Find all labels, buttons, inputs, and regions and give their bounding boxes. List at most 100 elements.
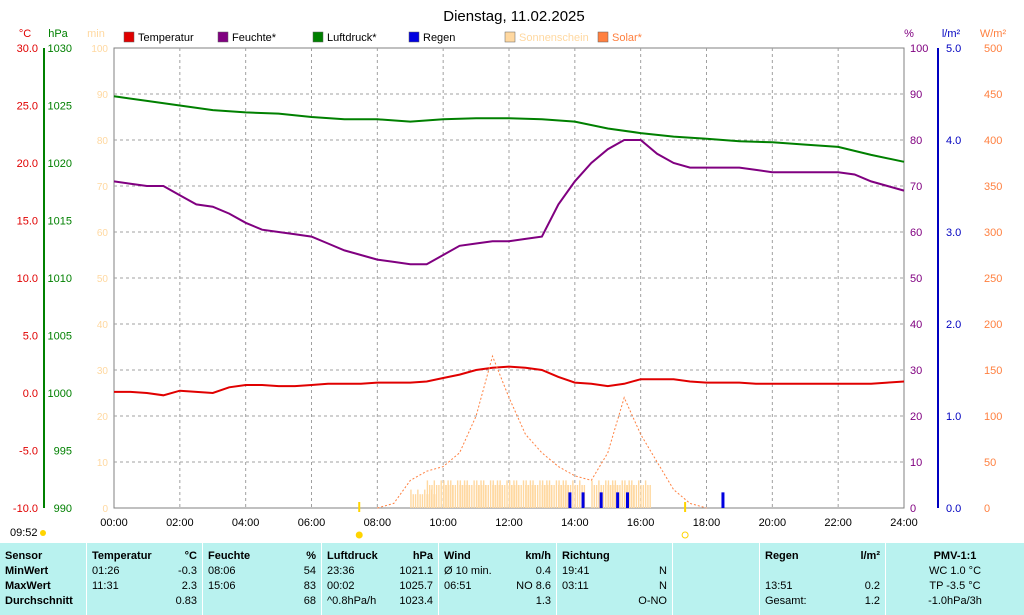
- sunshine-bar: [492, 480, 494, 508]
- sunshine-bar: [635, 485, 638, 508]
- pressure-tick-label: 1025: [48, 101, 72, 113]
- stats-unit-humidity: %: [306, 550, 316, 562]
- humidity-max: 83: [303, 580, 316, 592]
- stats-header-pressure: Luftdruck: [327, 550, 378, 562]
- sunshine-bar: [482, 480, 485, 508]
- stats-header-direction: Richtung: [562, 550, 610, 562]
- stats-col-humidity: Feuchte% 08:06 54 15:06 83 68: [203, 543, 322, 615]
- solar-tick-label: 200: [984, 319, 1002, 331]
- direction-min: N: [659, 565, 667, 577]
- sunshine-bar: [593, 485, 595, 508]
- sunshine-bar: [612, 485, 614, 508]
- sunshine-bar: [522, 480, 525, 508]
- humidity-min-time: 08:06: [208, 565, 236, 577]
- sunshine-bar: [598, 480, 600, 508]
- stats-table: Sensor MinWert MaxWert Durchschnitt Temp…: [0, 543, 1024, 615]
- rain-bar: [616, 492, 620, 508]
- weather-chart: Dienstag, 11.02.2025 °C hPa min % l/m² W…: [13, 8, 1007, 539]
- sunshine-bar: [421, 494, 424, 508]
- sunshine-bar: [536, 485, 539, 508]
- pressure-tick-label: 1020: [48, 158, 72, 170]
- sunshine-bar: [520, 485, 522, 508]
- rain-bar: [568, 492, 572, 508]
- rain-max: 0.2: [864, 580, 880, 592]
- x-tick-label: 22:00: [824, 517, 852, 529]
- sunshine-bar: [452, 485, 454, 508]
- wind-avg: 1.3: [535, 595, 551, 607]
- pressure-tick-label: 1030: [48, 43, 72, 55]
- temp-max-time: 11:31: [92, 580, 119, 592]
- humidity-avg: 68: [303, 595, 316, 607]
- humidity-max-time: 15:06: [208, 580, 236, 592]
- solar-tick-label: 300: [984, 227, 1002, 239]
- sunshine-bar: [619, 485, 621, 508]
- rain-bar: [599, 492, 603, 508]
- sunshine-bar: [614, 480, 617, 508]
- stats-col-spacer: [673, 543, 760, 615]
- sunshine-bar: [649, 485, 651, 508]
- sunshine-bar: [595, 485, 598, 508]
- rain-tick-label: 5.0: [946, 43, 961, 55]
- unit-solar: W/m²: [980, 28, 1007, 40]
- axis-units: °C hPa min % l/m² W/m²: [19, 28, 1007, 40]
- minutes-tick-label: 60: [97, 228, 109, 239]
- solar-tick-label: 100: [984, 411, 1002, 423]
- sunshine-bar: [410, 489, 412, 508]
- sunshine-bar: [553, 485, 555, 508]
- legend-label: Regen: [423, 32, 455, 44]
- rain-tick-label: 0.0: [946, 503, 961, 515]
- sunshine-bar: [414, 494, 417, 508]
- x-tick-label: 02:00: [166, 517, 194, 529]
- sunshine-bar: [576, 485, 579, 508]
- sunshine-bar: [429, 485, 431, 508]
- stats-col-pmv: PMV-1:1 WC 1.0 °C TP -3.5 °C -1.0hPa/3h: [886, 543, 1024, 615]
- solar-tick-label: 350: [984, 181, 1002, 193]
- sunshine-bar: [642, 485, 645, 508]
- sunshine-bar: [534, 485, 537, 508]
- x-tick-label: 00:00: [100, 517, 128, 529]
- grid: [43, 48, 939, 508]
- sunshine-bar: [544, 485, 546, 508]
- temp-tick-label: 30.0: [17, 43, 38, 55]
- legend-label: Temperatur: [138, 32, 194, 44]
- sunshine-bar: [489, 480, 492, 508]
- legend-label: Feuchte*: [232, 32, 277, 44]
- sunshine-bar: [572, 480, 574, 508]
- direction-min-time: 19:41: [562, 565, 590, 577]
- stats-col-direction: Richtung 19:41 N 03:11 N O-NO: [557, 543, 673, 615]
- sunshine-bar: [466, 480, 468, 508]
- humidity-tick-label: 80: [910, 135, 922, 147]
- time-stamp: 09:52: [10, 527, 46, 539]
- pressure-min-time: 23:36: [327, 565, 355, 577]
- solar-tick-label: 150: [984, 365, 1002, 377]
- x-tick-label: 20:00: [759, 517, 787, 529]
- series-line-solar: [377, 354, 707, 509]
- stats-unit-temperature: °C: [184, 550, 197, 562]
- minutes-tick-label: 50: [97, 274, 109, 285]
- pressure-trend: ^0.8hPa/h: [327, 595, 377, 607]
- temp-min-time: 01:26: [92, 565, 120, 577]
- minutes-tick-label: 20: [97, 412, 109, 423]
- sunshine-bar: [610, 485, 612, 508]
- sunshine-bar: [644, 480, 647, 508]
- temp-tick-label: 20.0: [17, 158, 38, 170]
- sunshine-bar: [501, 485, 504, 508]
- sunshine-bar: [574, 485, 576, 508]
- direction-avg: O-NO: [638, 595, 667, 607]
- minutes-tick-label: 80: [97, 136, 109, 147]
- legend-label: Luftdruck*: [327, 32, 377, 44]
- rain-bar: [581, 492, 585, 508]
- rain-total: 1.2: [864, 595, 880, 607]
- sunshine-bar: [443, 480, 445, 508]
- temp-tick-label: 0.0: [23, 388, 38, 400]
- x-tick-label: 04:00: [232, 517, 260, 529]
- humidity-tick-label: 10: [910, 457, 922, 469]
- direction-max-time: 03:11: [562, 580, 589, 592]
- humidity-tick-label: 100: [910, 43, 928, 55]
- sunshine-bar: [602, 485, 605, 508]
- x-tick-label: 06:00: [298, 517, 326, 529]
- solar-tick-label: 400: [984, 135, 1002, 147]
- sunshine-bar: [476, 480, 478, 508]
- temp-min: -0.3: [178, 565, 197, 577]
- wind-max: NO 8.6: [516, 580, 551, 592]
